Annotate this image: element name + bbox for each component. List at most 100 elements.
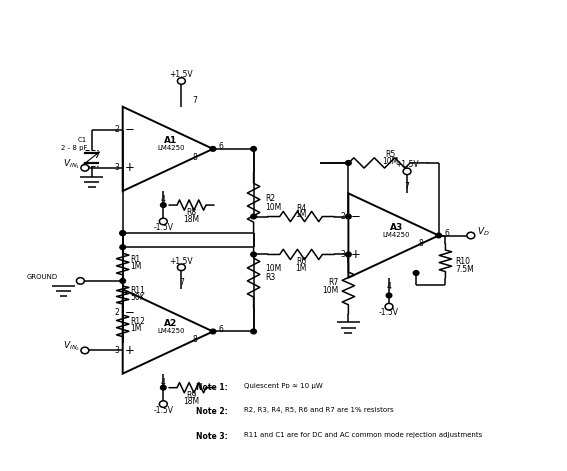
Text: A2: A2 xyxy=(164,318,177,327)
Circle shape xyxy=(159,401,167,407)
Text: 10M: 10M xyxy=(383,156,399,165)
Text: Note 2:: Note 2: xyxy=(196,407,228,416)
Text: +: + xyxy=(125,162,135,174)
Text: R8: R8 xyxy=(187,208,197,217)
Text: 6: 6 xyxy=(219,142,223,151)
Text: 10M: 10M xyxy=(322,286,338,295)
Circle shape xyxy=(77,277,84,284)
Text: $V_{IN_2}$: $V_{IN_2}$ xyxy=(64,340,81,353)
Circle shape xyxy=(120,245,125,250)
Circle shape xyxy=(251,252,256,257)
Text: 10M: 10M xyxy=(265,264,281,273)
Text: 7: 7 xyxy=(405,182,409,191)
Text: -1.5V: -1.5V xyxy=(153,406,174,414)
Circle shape xyxy=(177,264,185,271)
Text: 2: 2 xyxy=(115,308,120,317)
Text: 1M: 1M xyxy=(295,264,307,273)
Text: Quiescent Pᴅ ≈ 10 μW: Quiescent Pᴅ ≈ 10 μW xyxy=(244,383,323,389)
Text: 2: 2 xyxy=(340,212,345,221)
Text: 18M: 18M xyxy=(184,215,200,224)
Circle shape xyxy=(436,233,442,238)
Text: 4: 4 xyxy=(161,378,166,387)
Circle shape xyxy=(385,303,393,310)
Text: 2 - 8 pF: 2 - 8 pF xyxy=(61,145,87,151)
Text: Note 3:: Note 3: xyxy=(196,432,228,441)
Text: +: + xyxy=(125,344,135,357)
Circle shape xyxy=(413,271,419,275)
Text: R12: R12 xyxy=(130,317,145,325)
Text: R3: R3 xyxy=(265,273,275,282)
Text: R10: R10 xyxy=(456,257,471,266)
Circle shape xyxy=(345,161,351,165)
Text: −: − xyxy=(125,123,135,137)
Circle shape xyxy=(159,218,167,225)
Text: 3: 3 xyxy=(115,163,120,172)
Text: 7.5M: 7.5M xyxy=(456,265,475,274)
Text: 1M: 1M xyxy=(130,262,141,271)
Text: R11: R11 xyxy=(130,286,145,295)
Text: +: + xyxy=(351,248,361,261)
Text: +1.5V: +1.5V xyxy=(170,70,193,80)
Text: 1M: 1M xyxy=(295,210,307,219)
Text: 3: 3 xyxy=(115,346,120,355)
Text: R5: R5 xyxy=(386,150,396,159)
Circle shape xyxy=(251,146,256,151)
Text: LM4250: LM4250 xyxy=(383,232,410,237)
Circle shape xyxy=(251,214,256,219)
Circle shape xyxy=(345,252,351,257)
Text: 2: 2 xyxy=(115,125,120,134)
Text: R6: R6 xyxy=(296,258,306,267)
Text: $V_D$: $V_D$ xyxy=(477,226,490,238)
Text: Note 1:: Note 1: xyxy=(196,383,228,392)
Text: 10M: 10M xyxy=(265,203,281,212)
Text: -1.5V: -1.5V xyxy=(153,223,174,232)
Text: 8: 8 xyxy=(418,239,423,248)
Text: 4: 4 xyxy=(387,282,391,291)
Text: R2: R2 xyxy=(265,194,275,203)
Circle shape xyxy=(210,329,216,334)
Text: 1M: 1M xyxy=(130,324,141,333)
Circle shape xyxy=(81,164,89,171)
Text: -1.5V: -1.5V xyxy=(379,308,399,317)
Text: R7: R7 xyxy=(328,278,338,287)
Text: 6: 6 xyxy=(445,228,449,238)
Circle shape xyxy=(251,329,256,334)
Text: R4: R4 xyxy=(296,203,306,212)
Text: R11 and C1 are for DC and AC common mode rejection adjustments: R11 and C1 are for DC and AC common mode… xyxy=(244,432,483,438)
Circle shape xyxy=(81,347,89,354)
Circle shape xyxy=(120,231,125,236)
Text: R1: R1 xyxy=(130,255,140,264)
Circle shape xyxy=(386,293,392,298)
Circle shape xyxy=(345,214,351,219)
Text: −: − xyxy=(125,306,135,319)
Text: GROUND: GROUND xyxy=(27,274,58,280)
Circle shape xyxy=(160,203,166,207)
Text: 3: 3 xyxy=(340,250,345,259)
Circle shape xyxy=(120,231,125,236)
Circle shape xyxy=(403,168,411,175)
Circle shape xyxy=(467,232,475,239)
Text: +1.5V: +1.5V xyxy=(170,257,193,266)
Text: C1: C1 xyxy=(78,137,87,143)
Circle shape xyxy=(210,146,216,151)
Text: 7: 7 xyxy=(192,96,197,105)
Circle shape xyxy=(120,278,125,283)
Text: LM4250: LM4250 xyxy=(157,327,184,333)
Text: +1.5V: +1.5V xyxy=(395,160,419,169)
Text: 6: 6 xyxy=(219,325,223,333)
Text: $V_{IN_1}$: $V_{IN_1}$ xyxy=(64,157,81,171)
Text: LM4250: LM4250 xyxy=(157,145,184,151)
Text: 7: 7 xyxy=(179,278,184,287)
Text: R2, R3, R4, R5, R6 and R7 are 1% resistors: R2, R3, R4, R5, R6 and R7 are 1% resisto… xyxy=(244,407,393,414)
Text: 4: 4 xyxy=(161,195,166,204)
Text: −: − xyxy=(351,210,361,223)
Text: 50K: 50K xyxy=(130,293,145,302)
Text: R9: R9 xyxy=(187,390,197,400)
Text: A3: A3 xyxy=(390,223,403,232)
Circle shape xyxy=(177,78,185,84)
Text: 8: 8 xyxy=(193,335,197,344)
Text: 18M: 18M xyxy=(184,397,200,406)
Text: 8: 8 xyxy=(193,153,197,162)
Text: A1: A1 xyxy=(164,136,177,145)
Circle shape xyxy=(160,385,166,390)
